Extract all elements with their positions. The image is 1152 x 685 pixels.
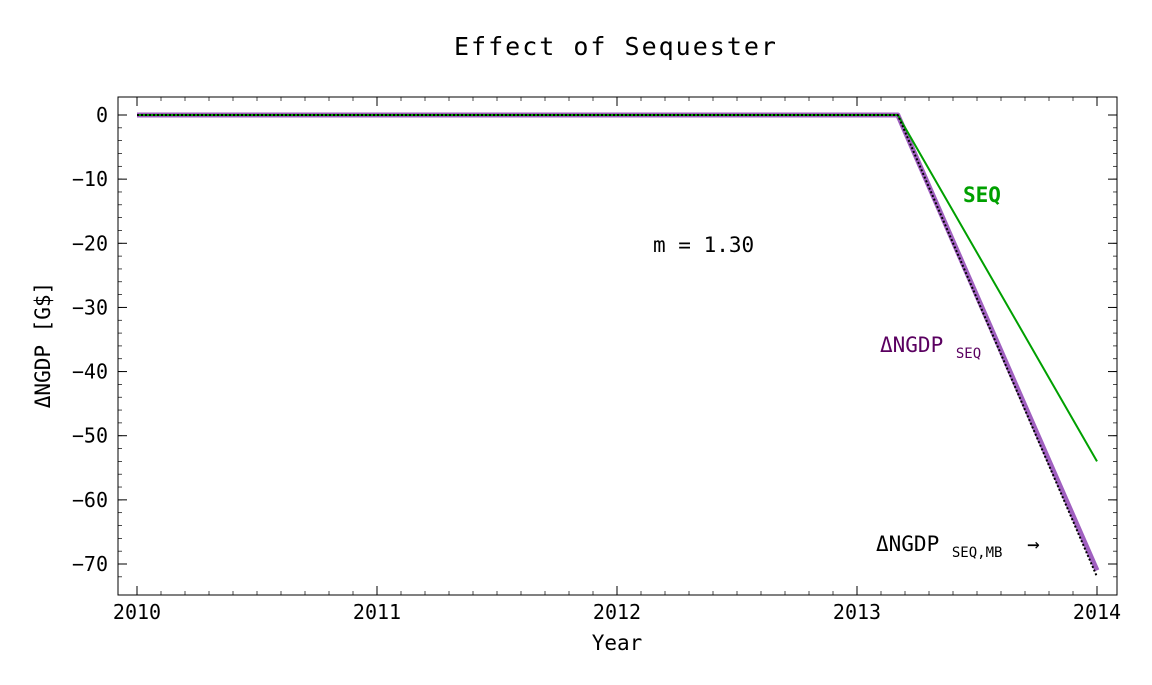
y-tick-label--50: −50: [72, 424, 108, 448]
y-tick-label-0: 0: [96, 103, 108, 127]
ngdp-mb-annotation: ΔNGDP SEQ,MB →: [876, 532, 1040, 562]
y-axis-ticks: 0 −10 −20 −30 −40 −50 −60 −70: [72, 103, 1117, 576]
y-tick-label--60: −60: [72, 488, 108, 512]
y-tick-label--40: −40: [72, 360, 108, 384]
ngdp-seq-annotation-sub: SEQ: [956, 346, 981, 362]
y-tick-label--20: −20: [72, 231, 108, 255]
x-axis-ticks: 2010 2011 2012 2013 2014: [113, 97, 1121, 624]
x-tick-label-2013: 2013: [833, 600, 881, 624]
ngdp-seq-annotation: ΔNGDP SEQ: [880, 333, 981, 362]
y-tick-label--70: −70: [72, 552, 108, 576]
x-tick-label-2010: 2010: [113, 600, 161, 624]
ngdp-mb-annotation-sub: SEQ,MB: [952, 545, 1003, 561]
chart-title: Effect of Sequester: [454, 32, 778, 61]
m-value-annotation: m = 1.30: [653, 233, 754, 257]
ngdp-mb-annotation-arrow: →: [1027, 532, 1040, 556]
x-axis-label: Year: [592, 631, 643, 655]
y-axis-label: ΔNGDP [G$]: [31, 282, 55, 408]
x-tick-label-2012: 2012: [593, 600, 641, 624]
ngdp-mb-annotation-main: ΔNGDP: [876, 532, 939, 556]
seq-annotation: SEQ: [963, 183, 1001, 207]
ngdp-seq-annotation-main: ΔNGDP: [880, 333, 943, 357]
x-tick-label-2014: 2014: [1073, 600, 1121, 624]
series-layer: [137, 112, 1100, 578]
y-tick-label--10: −10: [72, 167, 108, 191]
y-tick-label--30: −30: [72, 295, 108, 319]
series-line-0: [137, 114, 1098, 462]
x-tick-label-2011: 2011: [353, 600, 401, 624]
series-line-2: [137, 114, 1098, 578]
